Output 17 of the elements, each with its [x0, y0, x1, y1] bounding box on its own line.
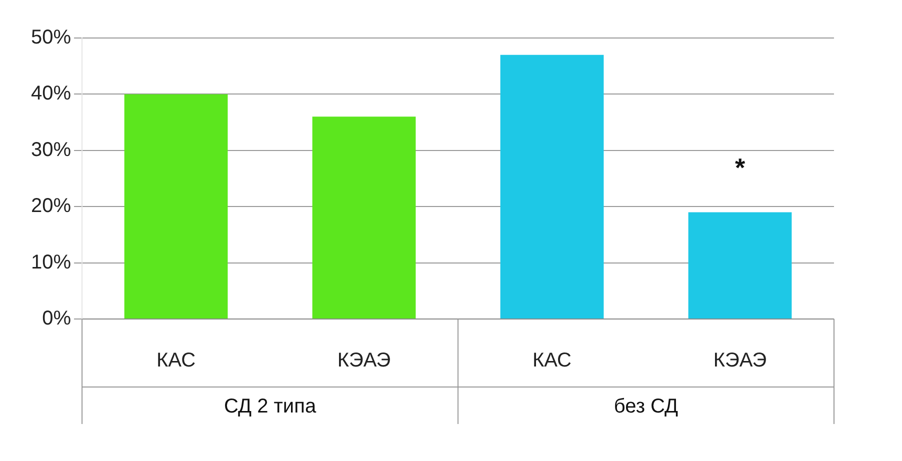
x-tick-label: КЭАЭ	[713, 350, 767, 372]
y-tick-label: 10%	[31, 251, 72, 274]
y-tick-label: 50%	[31, 26, 72, 49]
bar	[312, 116, 416, 318]
y-tick-label: 30%	[31, 138, 72, 161]
y-tick-label: 40%	[31, 82, 72, 105]
bar	[124, 94, 228, 318]
data-label: *	[734, 152, 746, 182]
y-tick-label: 0%	[42, 308, 72, 330]
text: СД 2 типа	[224, 396, 317, 418]
x-tick-label: КАС	[532, 350, 572, 372]
text: без СД	[614, 396, 679, 418]
x-tick-label: КАС	[156, 350, 196, 372]
x-tick-label: КЭАЭ	[337, 350, 391, 372]
bar	[500, 54, 604, 318]
bar	[688, 212, 792, 318]
y-tick-label: 20%	[31, 195, 72, 218]
